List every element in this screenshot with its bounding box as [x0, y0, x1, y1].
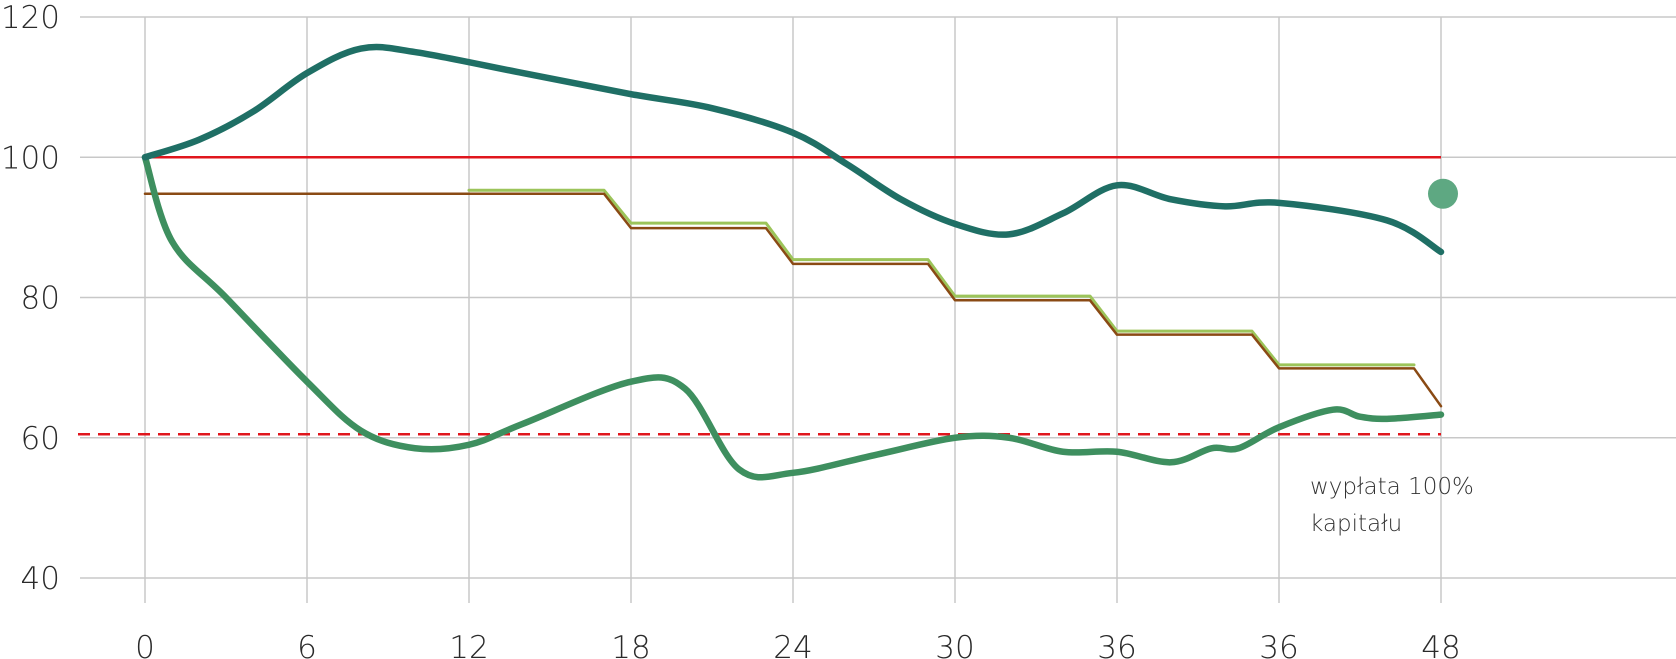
- annotation-line-1: wypłata 100%: [1310, 474, 1474, 500]
- series-lines: [141, 43, 1445, 481]
- series-line-upper: [141, 43, 1445, 256]
- x-tick-label-3: 18: [611, 630, 650, 659]
- end-dot-marker: [1428, 178, 1458, 209]
- x-tick-labels: 0 6 12 18 24 30 36 36 48: [135, 630, 1461, 659]
- y-tick-label-100: 100: [1, 140, 60, 176]
- y-tick-label-120: 120: [1, 0, 60, 36]
- y-tick-label-60: 60: [21, 421, 60, 457]
- y-tick-label-40: 40: [21, 561, 60, 597]
- x-tick-label-8: 48: [1421, 630, 1460, 659]
- series-line-lower: [141, 154, 1445, 481]
- series-line-coupon-lime: [467, 188, 1416, 367]
- y-tick-label-80: 80: [21, 281, 60, 317]
- x-tick-label-7: 36: [1259, 630, 1298, 659]
- grid: [80, 16, 1676, 603]
- x-tick-label-4: 24: [773, 630, 812, 659]
- x-tick-label-2: 12: [449, 630, 488, 659]
- markers: [1428, 178, 1458, 209]
- x-tick-label-5: 30: [935, 630, 974, 659]
- x-tick-label-1: 6: [297, 630, 317, 659]
- annotation-line-2: kapitału: [1310, 511, 1402, 537]
- y-tick-labels: 40 60 80 100 120: [1, 0, 60, 597]
- series-line-coupon-brown: [143, 192, 1443, 408]
- x-tick-label-0: 0: [135, 630, 155, 659]
- x-tick-label-6: 36: [1097, 630, 1136, 659]
- reference-lines: [78, 156, 1441, 436]
